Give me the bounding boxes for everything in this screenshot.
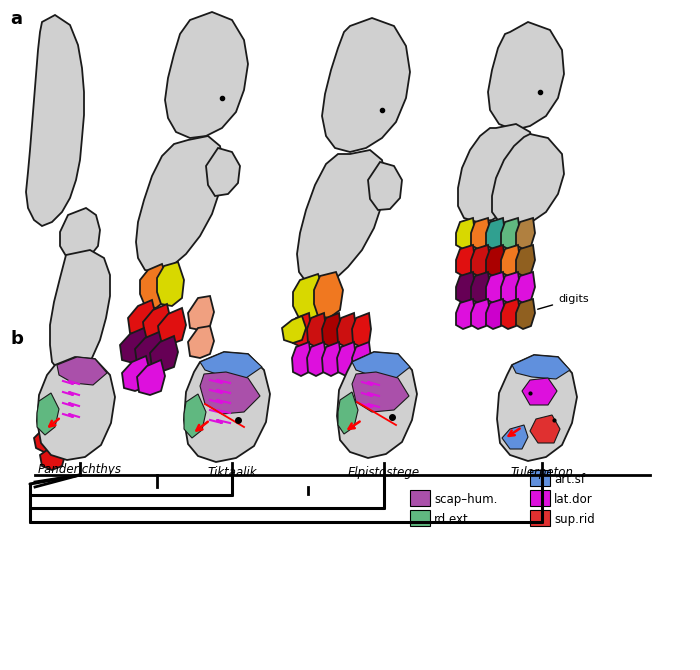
Polygon shape: [368, 162, 402, 210]
Text: lat.dor: lat.dor: [554, 493, 593, 506]
Polygon shape: [200, 372, 260, 414]
Polygon shape: [486, 245, 505, 276]
Polygon shape: [135, 332, 163, 367]
Polygon shape: [337, 342, 356, 376]
Polygon shape: [322, 342, 341, 376]
Polygon shape: [38, 410, 64, 438]
Text: Tiktaalik: Tiktaalik: [207, 466, 257, 479]
Polygon shape: [53, 413, 78, 442]
Polygon shape: [488, 22, 564, 130]
Polygon shape: [410, 510, 430, 526]
Polygon shape: [314, 272, 343, 318]
Polygon shape: [501, 299, 520, 329]
Polygon shape: [516, 245, 535, 276]
Polygon shape: [184, 394, 206, 438]
Polygon shape: [522, 378, 557, 405]
Polygon shape: [297, 150, 386, 285]
Polygon shape: [157, 262, 184, 306]
Polygon shape: [322, 18, 410, 152]
Polygon shape: [337, 352, 417, 458]
Polygon shape: [456, 218, 475, 249]
Polygon shape: [456, 245, 475, 276]
Polygon shape: [158, 308, 186, 344]
Text: digits: digits: [538, 294, 589, 310]
Polygon shape: [34, 426, 58, 452]
Polygon shape: [501, 245, 520, 276]
Polygon shape: [486, 218, 505, 249]
Text: a: a: [10, 10, 22, 28]
Polygon shape: [37, 393, 59, 435]
Polygon shape: [137, 360, 165, 395]
Polygon shape: [338, 392, 358, 434]
Polygon shape: [150, 336, 178, 371]
Polygon shape: [307, 313, 326, 347]
Polygon shape: [136, 136, 224, 272]
Polygon shape: [293, 274, 325, 320]
Text: Panderichthys: Panderichthys: [38, 463, 122, 476]
Polygon shape: [501, 218, 520, 249]
Polygon shape: [337, 313, 356, 347]
Polygon shape: [486, 272, 505, 303]
Polygon shape: [352, 342, 371, 376]
Polygon shape: [128, 300, 156, 336]
Polygon shape: [57, 357, 107, 385]
Polygon shape: [282, 316, 306, 343]
Polygon shape: [352, 313, 371, 347]
Polygon shape: [74, 366, 98, 398]
Polygon shape: [184, 352, 270, 462]
Text: scap–hum.: scap–hum.: [434, 493, 498, 506]
Polygon shape: [37, 357, 115, 460]
Polygon shape: [502, 425, 528, 449]
Polygon shape: [62, 366, 86, 398]
Text: rd.ext: rd.ext: [434, 513, 469, 526]
Polygon shape: [292, 313, 311, 347]
Polygon shape: [206, 148, 240, 196]
Polygon shape: [410, 490, 430, 506]
Polygon shape: [307, 342, 326, 376]
Polygon shape: [458, 124, 536, 222]
Polygon shape: [497, 355, 577, 461]
Polygon shape: [292, 342, 311, 376]
Polygon shape: [530, 510, 550, 526]
Polygon shape: [352, 372, 409, 412]
Polygon shape: [40, 444, 65, 470]
Polygon shape: [352, 352, 410, 378]
Polygon shape: [456, 299, 475, 329]
Polygon shape: [322, 313, 341, 347]
Polygon shape: [492, 134, 564, 227]
Polygon shape: [456, 272, 475, 303]
Polygon shape: [60, 396, 86, 428]
Polygon shape: [501, 272, 520, 303]
Polygon shape: [46, 428, 72, 455]
Polygon shape: [188, 326, 214, 358]
Polygon shape: [140, 264, 168, 308]
Text: art.sf: art.sf: [554, 473, 585, 486]
Polygon shape: [516, 299, 535, 329]
Polygon shape: [471, 272, 490, 303]
Polygon shape: [143, 304, 171, 340]
Text: Tulerpeton: Tulerpeton: [510, 466, 573, 479]
Polygon shape: [188, 296, 214, 330]
Text: sup.rid: sup.rid: [554, 513, 595, 526]
Polygon shape: [516, 272, 535, 303]
Polygon shape: [26, 15, 84, 226]
Polygon shape: [471, 299, 490, 329]
Polygon shape: [471, 245, 490, 276]
Polygon shape: [516, 218, 535, 249]
Text: b: b: [10, 330, 23, 348]
Polygon shape: [46, 392, 72, 424]
Polygon shape: [120, 328, 148, 363]
Polygon shape: [512, 355, 570, 379]
Polygon shape: [200, 352, 262, 378]
Polygon shape: [122, 356, 150, 391]
Polygon shape: [60, 208, 100, 260]
Polygon shape: [165, 12, 248, 138]
Polygon shape: [471, 218, 490, 249]
Polygon shape: [530, 470, 550, 486]
Polygon shape: [530, 490, 550, 506]
Polygon shape: [486, 299, 505, 329]
Text: Elpistostege: Elpistostege: [348, 466, 420, 479]
Polygon shape: [50, 250, 110, 374]
Polygon shape: [530, 415, 560, 443]
